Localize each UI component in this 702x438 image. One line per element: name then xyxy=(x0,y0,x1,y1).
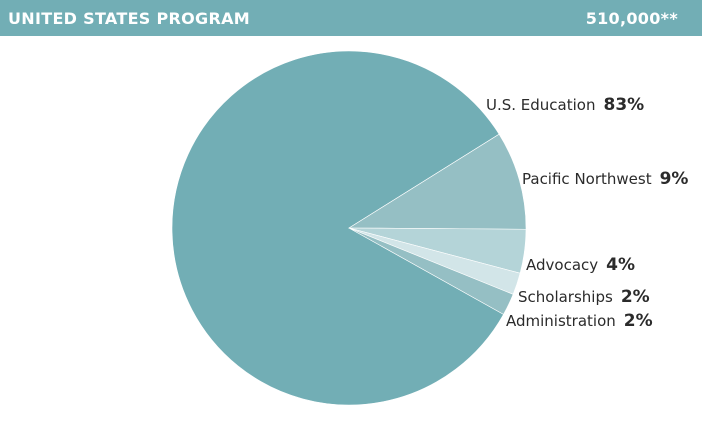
pie-slice-u-s-education xyxy=(171,50,504,406)
slice-label-percent: 2% xyxy=(621,287,650,307)
slice-label-name: Administration xyxy=(506,312,616,330)
slice-label-percent: 9% xyxy=(660,169,689,189)
slice-label-name: U.S. Education xyxy=(486,96,595,114)
pie-slice-administration xyxy=(348,227,514,315)
slice-label-scholarships: Scholarships 2% xyxy=(518,287,650,307)
header-total: 510,000** xyxy=(585,9,678,28)
chart-header: UNITED STATES PROGRAM 510,000** xyxy=(0,0,702,36)
pie-slice-pacific-northwest xyxy=(347,133,527,230)
slice-label-percent: 83% xyxy=(603,95,644,115)
slice-label-percent: 2% xyxy=(624,311,653,331)
slice-label-name: Scholarships xyxy=(518,288,613,306)
slice-label-pacific-northwest: Pacific Northwest 9% xyxy=(522,169,688,189)
slice-label-administration: Administration 2% xyxy=(506,311,653,331)
header-title: UNITED STATES PROGRAM xyxy=(8,9,251,28)
pie-labels: U.S. Education 83% Pacific Northwest 9% Advo… xyxy=(486,95,688,331)
pie-slices xyxy=(171,50,527,406)
slice-label-percent: 4% xyxy=(606,255,635,275)
slice-label-name: Pacific Northwest xyxy=(522,170,652,188)
slice-label-name: Advocacy xyxy=(526,256,598,274)
slice-label-advocacy: Advocacy 4% xyxy=(526,255,635,275)
slice-label-u-s-education: U.S. Education 83% xyxy=(486,95,644,115)
